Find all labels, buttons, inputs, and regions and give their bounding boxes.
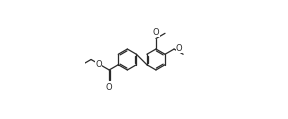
Text: O: O (106, 83, 113, 92)
Text: O: O (175, 44, 182, 53)
Text: O: O (95, 60, 102, 69)
Text: O: O (153, 28, 160, 37)
